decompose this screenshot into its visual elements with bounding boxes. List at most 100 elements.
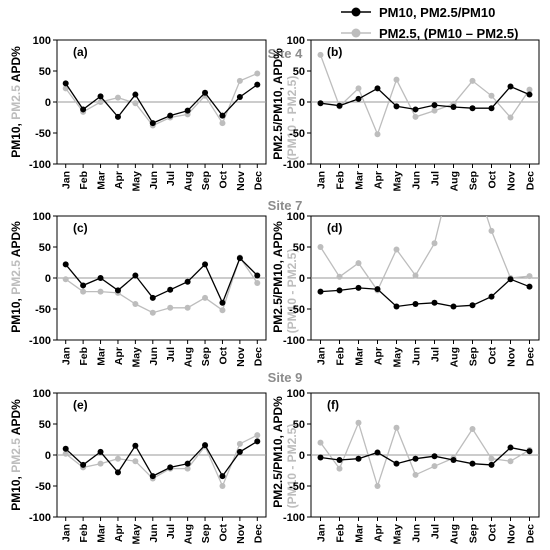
x-tick-label: Jan xyxy=(316,347,328,365)
data-point xyxy=(450,303,457,310)
data-point xyxy=(526,91,533,98)
data-point xyxy=(167,304,174,311)
data-point xyxy=(393,460,400,467)
data-point xyxy=(114,94,121,101)
data-point xyxy=(184,278,191,285)
data-point xyxy=(219,483,226,489)
legend-series1-marker xyxy=(351,7,361,17)
data-point xyxy=(374,85,381,92)
x-tick-label: Jul xyxy=(430,347,442,362)
x-tick-label: Nov xyxy=(235,171,247,191)
x-tick-label: Oct xyxy=(487,524,499,542)
x-tick-label: Jul xyxy=(430,524,442,539)
svg-text:PM2.5/PM10, APD%: PM2.5/PM10, APD% xyxy=(271,221,285,333)
x-tick-label: Oct xyxy=(217,171,229,189)
x-tick-label: Sep xyxy=(200,171,212,190)
x-tick-label: Jun xyxy=(148,524,160,543)
x-tick-label: Sep xyxy=(200,524,212,543)
data-point xyxy=(236,77,243,84)
data-point xyxy=(62,85,69,92)
data-point xyxy=(80,288,87,295)
x-tick-label: Jun xyxy=(411,171,423,190)
panel-label: (b) xyxy=(327,45,342,59)
y-title-left-row1: PM10, PM2.5 APD% xyxy=(9,46,23,158)
y-tick-label: 50 xyxy=(293,242,305,254)
x-tick-label: Aug xyxy=(183,171,195,191)
panel-label: (c) xyxy=(73,221,88,235)
x-tick-label: Feb xyxy=(335,171,347,190)
data-point xyxy=(355,85,362,92)
data-point xyxy=(114,469,121,476)
series-line xyxy=(320,85,530,111)
y-tick-label: 50 xyxy=(39,66,51,78)
x-tick-label: Sep xyxy=(468,171,480,190)
data-point xyxy=(431,463,438,470)
y-tick-label: 100 xyxy=(287,388,305,400)
data-point xyxy=(184,107,191,114)
data-point xyxy=(469,105,476,112)
data-point xyxy=(431,299,438,306)
data-point xyxy=(412,272,419,279)
data-point xyxy=(526,86,533,93)
x-tick-label: Mar xyxy=(96,524,108,543)
y-tick-label: -100 xyxy=(283,335,305,347)
y-tick-label: 0 xyxy=(45,97,51,109)
data-point xyxy=(167,464,174,471)
x-tick-label: Nov xyxy=(506,347,518,367)
series-2 xyxy=(62,432,261,489)
data-point xyxy=(202,89,209,96)
data-point xyxy=(355,455,362,462)
y-tick-label: 100 xyxy=(287,35,305,47)
y-title-left-part2: PM2.5 xyxy=(9,85,23,120)
x-tick-label: Jun xyxy=(148,347,160,366)
y-tick-label: 100 xyxy=(287,211,305,223)
x-tick-label: Apr xyxy=(113,347,125,365)
series-line xyxy=(320,278,530,308)
data-point xyxy=(219,307,226,314)
x-tick-label: Feb xyxy=(335,347,347,366)
panel-label: (e) xyxy=(73,398,88,412)
series-line xyxy=(319,54,531,137)
data-point xyxy=(488,92,495,99)
x-tick-label: Jun xyxy=(411,347,423,366)
y-title-left-row2: PM10, PM2.5 APD% xyxy=(9,221,23,333)
data-point xyxy=(80,461,87,468)
x-tick-label: Apr xyxy=(373,524,385,542)
data-point xyxy=(393,103,400,110)
y-title-left-part1: PM10, xyxy=(9,120,23,158)
data-point xyxy=(412,471,419,478)
series-1 xyxy=(317,444,533,468)
y-tick-label: -50 xyxy=(289,304,305,316)
data-point xyxy=(236,440,243,447)
data-point xyxy=(254,438,261,445)
x-tick-label: Feb xyxy=(335,524,347,543)
data-point xyxy=(507,114,514,121)
x-tick-label: Dec xyxy=(252,171,264,190)
site-title-7: Site 7 xyxy=(268,198,303,213)
series-2 xyxy=(317,419,533,489)
y-tick-label: -100 xyxy=(29,512,51,524)
data-point xyxy=(254,81,261,88)
data-point xyxy=(149,294,156,301)
data-point xyxy=(132,301,139,308)
x-tick-label: Mar xyxy=(354,347,366,366)
y-title-right-suffix: APD% xyxy=(271,221,285,260)
data-point xyxy=(412,455,419,462)
y-title-right-row3: PM2.5/PM10, APD% (PM10 - PM2.5) xyxy=(271,396,299,508)
y-title-right-line2: (PM10 - PM2.5) xyxy=(285,76,299,161)
data-point xyxy=(62,276,69,283)
data-point xyxy=(236,94,243,101)
y-tick-label: -100 xyxy=(29,159,51,171)
series-line xyxy=(319,420,530,489)
x-tick-label: May xyxy=(130,171,142,192)
panels: 100 50 0 -50 -100 Jan Feb Mar Apr May Jun Jul Aug Sep… xyxy=(29,35,540,544)
y-tick-label: 50 xyxy=(39,242,51,254)
x-tick-label: Jul xyxy=(165,524,177,539)
x-tick-label: Apr xyxy=(113,524,125,542)
y-tick-label: -50 xyxy=(289,481,305,493)
x-tick-label: Jul xyxy=(430,171,442,186)
series-1 xyxy=(317,83,533,113)
data-point xyxy=(393,424,400,431)
data-point xyxy=(336,465,343,472)
